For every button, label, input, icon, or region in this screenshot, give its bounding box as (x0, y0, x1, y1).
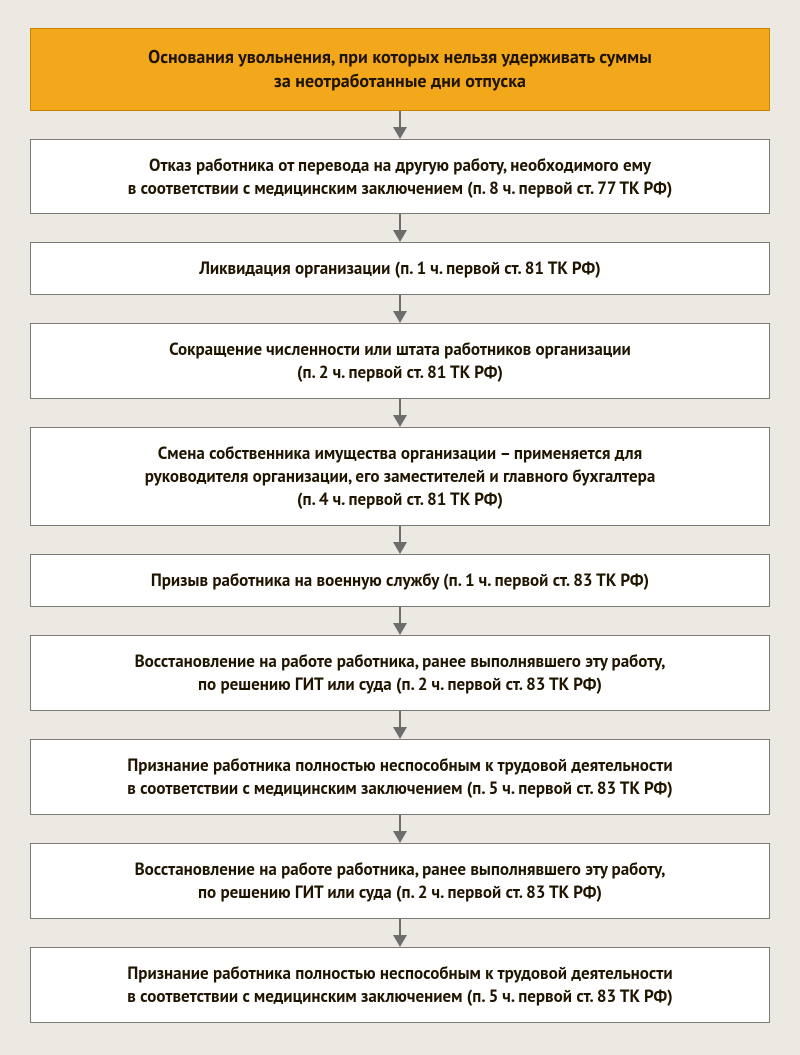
arrow-down-icon (30, 815, 770, 843)
node-line: Сокращение численности или штата работни… (169, 338, 631, 360)
flowchart-node: Восстановление на работе работника, ране… (30, 843, 770, 919)
arrow-down-icon (30, 214, 770, 242)
flowchart-canvas: Основания увольнения, при которых нельзя… (0, 0, 800, 1055)
node-line: по решению ГИТ или суда (п. 2 ч. первой … (198, 881, 602, 903)
node-line: по решению ГИТ или суда (п. 2 ч. первой … (198, 673, 602, 695)
header-line-2: за неотработанные дни отпуска (274, 69, 526, 92)
node-line: Признание работника полностью неспособны… (127, 754, 672, 776)
flowchart-node: Ликвидация организации (п. 1 ч. первой с… (30, 242, 770, 295)
arrow-down-icon (30, 111, 770, 139)
node-line: Призыв работника на военную службу (п. 1… (151, 569, 649, 591)
arrow-down-icon (30, 919, 770, 947)
flowchart-node: Восстановление на работе работника, ране… (30, 635, 770, 711)
node-line: (п. 4 ч. первой ст. 81 ТК РФ) (297, 488, 503, 510)
header-line-1: Основания увольнения, при которых нельзя… (148, 45, 652, 68)
node-line: Ликвидация организации (п. 1 ч. первой с… (199, 257, 600, 279)
flowchart-node: Признание работника полностью неспособны… (30, 739, 770, 815)
arrow-down-icon (30, 526, 770, 554)
node-line: Смена собственника имущества организации… (158, 442, 642, 464)
flowchart-header-node: Основания увольнения, при которых нельзя… (30, 28, 770, 111)
node-line: (п. 2 ч. первой ст. 81 ТК РФ) (297, 361, 503, 383)
flowchart-node: Призыв работника на военную службу (п. 1… (30, 554, 770, 607)
flowchart-node: Отказ работника от перевода на другую ра… (30, 139, 770, 215)
flowchart-node: Признание работника полностью неспособны… (30, 947, 770, 1023)
node-line: в соответствии с медицинским заключением… (127, 985, 672, 1007)
flowchart-node: Смена собственника имущества организации… (30, 427, 770, 526)
node-line: Восстановление на работе работника, ране… (135, 858, 666, 880)
flowchart-node: Сокращение численности или штата работни… (30, 323, 770, 399)
node-line: в соответствии с медицинским заключением… (127, 777, 672, 799)
node-line: Восстановление на работе работника, ране… (135, 650, 666, 672)
node-line: Признание работника полностью неспособны… (127, 962, 672, 984)
arrow-down-icon (30, 399, 770, 427)
node-line: в соответствии с медицинским заключением… (128, 177, 673, 199)
node-line: Отказ работника от перевода на другую ра… (149, 154, 651, 176)
arrow-down-icon (30, 607, 770, 635)
arrow-down-icon (30, 295, 770, 323)
arrow-down-icon (30, 711, 770, 739)
node-line: руководителя организации, его заместител… (145, 465, 656, 487)
